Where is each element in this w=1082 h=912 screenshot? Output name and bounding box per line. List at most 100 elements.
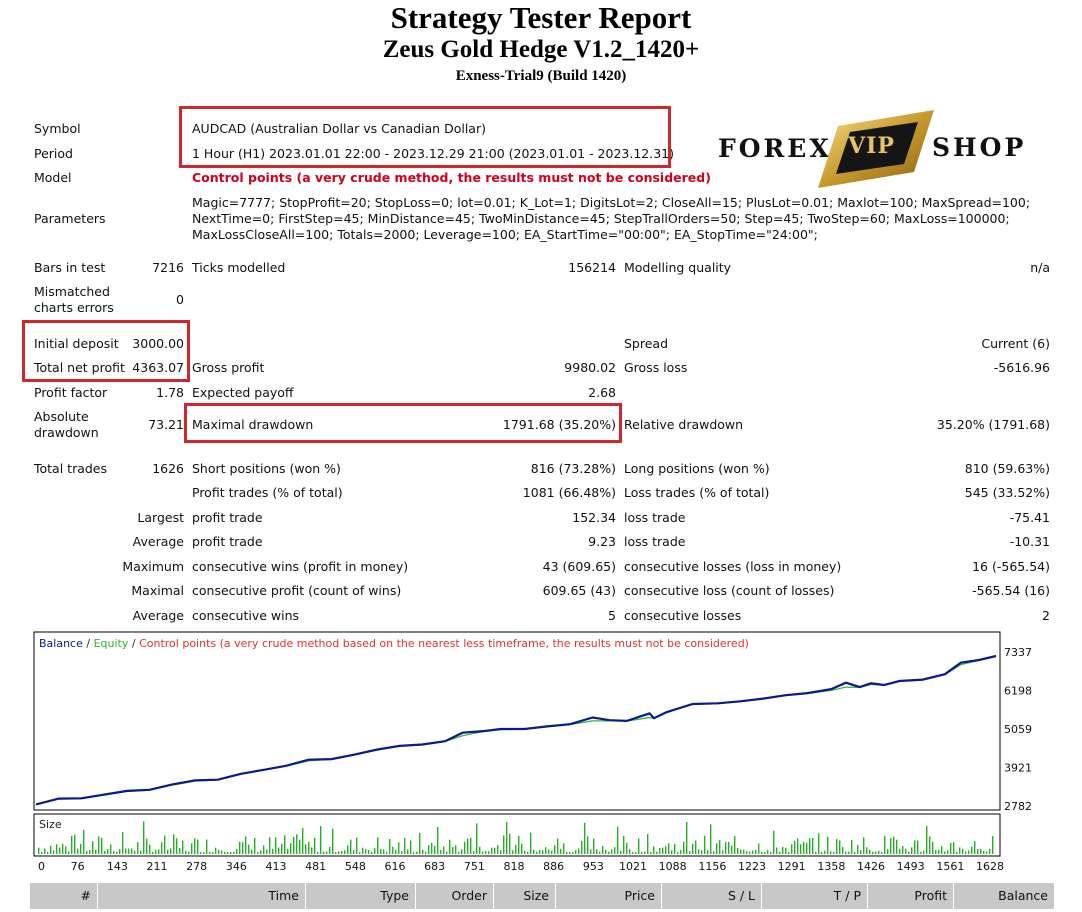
size-bar xyxy=(890,838,892,854)
col-balance[interactable]: Balance xyxy=(998,888,1048,903)
col-tp[interactable]: T / P xyxy=(762,883,868,909)
size-bar xyxy=(977,849,979,854)
short-positions-label: Short positions (won %) xyxy=(192,461,341,476)
x-tick-11: 751 xyxy=(464,860,485,873)
size-bar xyxy=(197,839,199,854)
size-bar xyxy=(47,851,49,854)
size-bar xyxy=(269,837,271,854)
size-bar xyxy=(626,842,628,854)
col-number[interactable]: # xyxy=(30,883,98,909)
col-sl[interactable]: S / L xyxy=(662,883,762,909)
size-bar xyxy=(989,848,991,854)
size-bar xyxy=(602,846,604,854)
size-bar xyxy=(704,835,706,854)
col-size[interactable]: Size xyxy=(494,883,556,909)
x-tick-24: 1628 xyxy=(976,860,1004,873)
size-bar xyxy=(491,847,493,854)
col-price[interactable]: Price xyxy=(556,883,662,909)
size-bar xyxy=(611,849,613,854)
size-bar xyxy=(959,847,961,854)
size-bar xyxy=(974,841,976,854)
size-bar xyxy=(587,836,589,854)
size-bar xyxy=(263,845,265,854)
col-profit[interactable]: Profit xyxy=(868,883,954,909)
x-tick-15: 1021 xyxy=(619,860,647,873)
ticks-value: 156214 xyxy=(568,260,616,275)
highlight-maximal-drawdown xyxy=(184,403,622,443)
deposit-value: 3000.00 xyxy=(132,336,184,351)
max-consecutive-wins-value: 43 (609.65) xyxy=(542,559,616,574)
size-bar xyxy=(56,844,58,854)
gross-loss-value: -5616.96 xyxy=(993,360,1050,375)
size-bar xyxy=(527,851,529,854)
chart-series xyxy=(35,654,997,806)
average-2-label: Average xyxy=(132,608,184,623)
size-bar xyxy=(257,851,259,854)
y-tick-0: 7337 xyxy=(1004,646,1032,659)
short-positions-value: 816 (73.28%) xyxy=(530,461,616,476)
size-bar xyxy=(548,849,550,854)
col-time[interactable]: Time xyxy=(98,883,306,909)
size-bar xyxy=(719,840,721,854)
legend-note: Control points (a very crude method base… xyxy=(139,637,749,650)
size-bar xyxy=(917,840,919,854)
size-bar xyxy=(707,850,709,854)
size-bar xyxy=(506,822,508,854)
size-bar xyxy=(161,842,163,854)
size-bar xyxy=(71,835,73,854)
size-bar xyxy=(497,845,499,854)
size-bar xyxy=(857,845,859,854)
size-bar xyxy=(821,851,823,854)
x-tick-3: 211 xyxy=(147,860,168,873)
size-bar xyxy=(716,843,718,854)
size-bar xyxy=(779,851,781,854)
size-chart-title: Size xyxy=(39,818,62,831)
size-bar xyxy=(344,850,346,854)
size-bar xyxy=(443,846,445,854)
size-bar xyxy=(848,851,850,854)
logo-shop-text: SHOP xyxy=(932,133,1027,162)
size-bar xyxy=(362,847,364,854)
net-profit-value: 4363.07 xyxy=(132,360,184,375)
size-bar xyxy=(164,835,166,854)
size-bar xyxy=(644,851,646,854)
size-bar xyxy=(809,838,811,854)
x-tick-2: 143 xyxy=(107,860,128,873)
size-bar xyxy=(680,850,682,854)
ticks-label: Ticks modelled xyxy=(192,260,286,275)
maximal-consecutive-profit-label: consecutive profit (count of wins) xyxy=(192,583,402,598)
size-bar xyxy=(392,846,394,854)
size-bar xyxy=(893,836,895,854)
size-bar xyxy=(221,850,223,854)
server-build: Exness-Trial9 (Build 1420) xyxy=(455,68,627,84)
size-bar xyxy=(782,846,784,854)
expected-payoff-value: 2.68 xyxy=(588,385,616,400)
size-bar xyxy=(968,850,970,854)
size-bar xyxy=(68,851,70,854)
size-bar xyxy=(884,835,886,854)
size-bar xyxy=(590,849,592,854)
size-bar xyxy=(74,834,76,854)
size-bar xyxy=(752,850,754,854)
x-tick-9: 616 xyxy=(385,860,406,873)
size-bar xyxy=(62,843,64,854)
quality-value: n/a xyxy=(1030,260,1050,275)
col-type[interactable]: Type xyxy=(306,883,416,909)
size-bar xyxy=(605,849,607,854)
size-bar xyxy=(803,841,805,854)
size-bar xyxy=(983,850,985,854)
size-bar xyxy=(122,832,124,854)
profit-factor-label: Profit factor xyxy=(34,385,108,400)
size-bar xyxy=(926,825,928,854)
max-consecutive-losses-label: consecutive losses (loss in money) xyxy=(624,559,842,574)
size-bar xyxy=(557,838,559,854)
size-bar xyxy=(446,851,448,854)
size-bar xyxy=(230,851,232,854)
col-order[interactable]: Order xyxy=(416,883,494,909)
size-bar xyxy=(266,849,268,854)
x-tick-4: 278 xyxy=(186,860,207,873)
size-bar xyxy=(44,848,46,854)
largest-profit-label: profit trade xyxy=(192,510,263,525)
size-bar xyxy=(908,851,910,854)
y-tick-3: 3921 xyxy=(1004,761,1032,774)
